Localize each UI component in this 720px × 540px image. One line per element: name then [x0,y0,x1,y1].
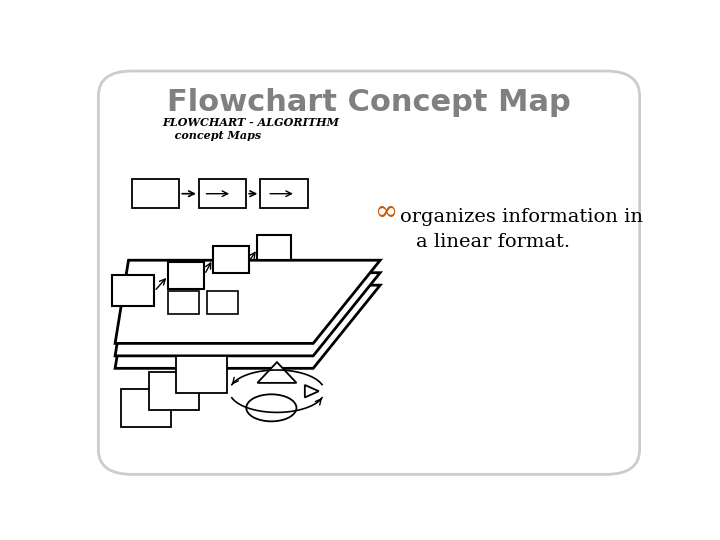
Ellipse shape [246,394,297,421]
Bar [168,292,199,314]
FancyBboxPatch shape [99,71,639,474]
Polygon shape [115,285,380,368]
Polygon shape [115,260,380,343]
Text: FLOWCHART - ALGORITHM
   concept Maps: FLOWCHART - ALGORITHM concept Maps [163,117,340,141]
Bar [260,179,307,208]
Bar [168,262,204,289]
Bar [121,389,171,427]
Bar [132,179,179,208]
Bar [176,356,227,393]
Text: a linear format.: a linear format. [416,233,570,251]
Bar [207,292,238,314]
Polygon shape [258,362,297,383]
Polygon shape [115,273,380,356]
Polygon shape [305,385,319,397]
Bar [199,179,246,208]
Text: ∞: ∞ [374,199,397,226]
Bar [148,373,199,410]
Text: Flowchart Concept Map: Flowchart Concept Map [167,87,571,117]
Bar [213,246,249,273]
Text: organizes information in: organizes information in [400,207,643,226]
Bar [112,275,154,306]
Bar [258,235,291,260]
